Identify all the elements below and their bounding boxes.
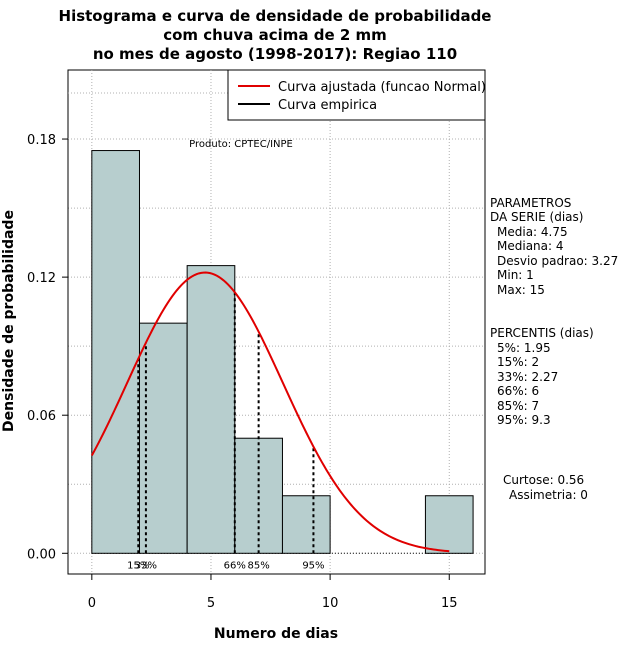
pct-5: 5%: 1.95 xyxy=(497,341,551,355)
legend: Curva ajustada (funcao Normal) Curva emp… xyxy=(227,69,486,121)
percentile-label: 95% xyxy=(302,560,324,571)
params-title-1: PARAMETROS xyxy=(490,196,571,210)
legend-label-normal: Curva ajustada (funcao Normal) xyxy=(278,80,486,95)
legend-box xyxy=(227,69,486,121)
percentile-label: 85% xyxy=(248,560,270,571)
x-tick-label: 0 xyxy=(88,596,96,611)
chart-title-line-2: com chuva acima de 2 mm xyxy=(163,26,387,44)
pct-85: 85%: 7 xyxy=(497,399,539,413)
histogram-bar xyxy=(281,495,331,554)
chart-title-line-1: Histograma e curva de densidade de proba… xyxy=(59,7,492,25)
pct-33: 33%: 2.27 xyxy=(497,370,558,384)
y-tick-label: 0.06 xyxy=(27,409,56,424)
histogram-bar xyxy=(424,495,474,554)
histogram-bar xyxy=(91,150,140,554)
y-tick-label: 0.12 xyxy=(27,271,56,286)
percentile-lines: 15%33% 66% 85% 95% xyxy=(127,292,325,571)
param-desvio: Desvio padrao: 3.27 xyxy=(497,254,618,268)
axes: 0.00 0.06 0.12 0.18 0 5 10 15 xyxy=(27,133,457,611)
histogram-bar xyxy=(138,322,188,554)
x-tick-label: 10 xyxy=(322,596,339,611)
side-panel: PARAMETROS DA SERIE (dias) Media: 4.75 M… xyxy=(490,196,618,502)
param-max: Max: 15 xyxy=(497,283,545,297)
product-note: Produto: CPTEC/INPE xyxy=(189,139,293,150)
percentis-title: PERCENTIS (dias) xyxy=(490,326,594,340)
curtose: Curtose: 0.56 xyxy=(503,473,584,487)
normal-curve xyxy=(90,271,450,553)
pct-15: 15%: 2 xyxy=(497,355,539,369)
percentile-label: 66% xyxy=(224,560,246,571)
y-axis-label: Densidade de probabilidade xyxy=(1,210,17,432)
param-min: Min: 1 xyxy=(497,268,534,282)
percentile-label: 15% xyxy=(127,560,149,571)
pct-95: 95%: 9.3 xyxy=(497,413,551,427)
y-tick-label: 0.18 xyxy=(27,133,56,148)
normal-curve-path xyxy=(90,271,450,553)
param-mediana: Mediana: 4 xyxy=(497,239,564,253)
pct-66: 66%: 6 xyxy=(497,384,539,398)
histogram-bar xyxy=(186,265,236,554)
percentile-label: 33% xyxy=(135,560,157,571)
histogram-bars xyxy=(91,150,474,554)
param-media: Media: 4.75 xyxy=(497,225,568,239)
legend-label-empirical: Curva empirica xyxy=(278,98,377,113)
x-tick-label: 5 xyxy=(207,596,215,611)
x-tick-label: 15 xyxy=(441,596,458,611)
assimetria: Assimetria: 0 xyxy=(509,488,588,502)
y-tick-label: 0.00 xyxy=(27,547,56,562)
chart-title-line-3: no mes de agosto (1998-2017): Regiao 110 xyxy=(93,45,457,63)
x-axis-label: Numero de dias xyxy=(214,626,338,642)
params-title-2: DA SERIE (dias) xyxy=(490,210,583,224)
